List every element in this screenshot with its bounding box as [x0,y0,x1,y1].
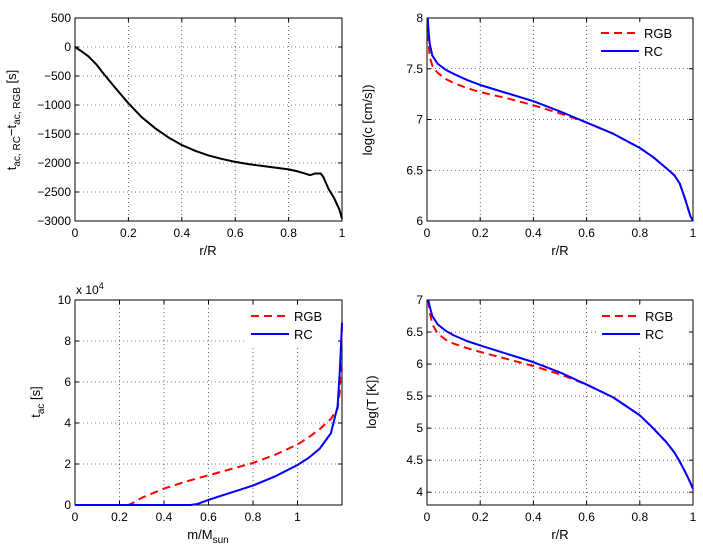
y-tick-label: 6.5 [406,325,423,339]
y-tick-label: 6 [416,357,423,371]
x-tick-label: 1 [690,510,697,524]
y-tick-label: 4 [416,485,423,499]
x-tick-label: 1 [690,226,697,240]
y-tick-label: 500 [51,11,71,25]
x-tick-label: 0.4 [156,510,173,524]
series-line-difference [74,46,343,219]
y-tick-label: 6 [64,375,71,389]
y-tick-label: 4.5 [406,453,423,467]
y-tick-label: −1500 [37,127,71,141]
plot-frame [74,17,343,222]
x-tick-label: 0 [424,226,431,240]
y-tick-label: 6 [416,214,423,228]
series-line-rc [75,322,343,506]
x-tick-label: 0.8 [631,226,648,240]
x-axis-label: r/R [551,527,568,542]
legend-label-rc: RC [644,44,663,59]
x-tick-label: 0.8 [280,226,297,240]
y-tick-label: 7 [416,113,423,127]
x-axis-label: r/R [199,243,216,258]
x-axis-label: r/R [551,243,568,258]
y-tick-label: 7.5 [406,62,423,76]
y-scale-factor: x 104 [76,281,104,297]
x-tick-label: 0.8 [245,510,262,524]
x-tick-label: 0 [72,510,79,524]
series-line-rc [426,17,694,222]
y-tick-label: 8 [64,334,71,348]
legend-label-rgb: RGB [644,26,672,41]
x-tick-label: 0.4 [525,226,542,240]
x-tick-label: 0.2 [472,226,489,240]
x-tick-label: 0.2 [472,510,489,524]
x-tick-label: 1 [294,510,301,524]
x-tick-label: 0.6 [200,510,217,524]
y-tick-label: 2 [64,457,71,471]
x-tick-label: 0.4 [525,510,542,524]
panel-top-right: 0 0.2 0.4 0.6 0.8 1 6 6.5 7 7.5 8 r/R log(c [cm/s]… [360,11,697,258]
x-tick-label: 1 [339,226,346,240]
y-axis-label: log(c [cm/s]) [360,85,375,156]
legend: RGB RC [597,305,689,345]
panel-bottom-right: 0 0.2 0.4 0.6 0.8 1 4 4.5 5 5.5 6 6.5 7 r/R log(T [K… [364,293,697,542]
series-line-rgb [75,324,343,506]
legend-label-rc: RC [294,327,313,342]
y-tick-label: −3000 [37,214,71,228]
legend-label-rgb: RGB [294,309,322,324]
series-line-rc [427,299,694,490]
y-axis-label: tac, RC−tac, RGB [s] [4,70,23,171]
legend-label-rc: RC [645,327,664,342]
y-tick-label: −1000 [37,98,71,112]
y-axis-label: log(T [K]) [364,375,379,428]
legend: RGB RC [246,305,338,345]
y-tick-label: 4 [64,416,71,430]
y-tick-label: 0 [64,498,71,512]
legend-box [597,305,689,345]
legend-label-rgb: RGB [645,309,673,324]
legend-box [595,22,689,62]
x-tick-label: 0.6 [227,226,244,240]
y-tick-label: −2000 [37,156,71,170]
panel-top-left: 0 0.2 0.4 0.6 0.8 1 −3000 −2500 −2000 −1500 −1000 −… [4,11,346,258]
x-tick-label: 0.2 [120,226,137,240]
x-axis-label: m/Msun [187,527,228,546]
x-tick-label: 0.6 [578,226,595,240]
y-tick-label: 8 [416,11,423,25]
x-tick-label: 0.4 [173,226,190,240]
y-tick-label: 10 [58,293,72,307]
y-tick-label: 5 [416,421,423,435]
x-tick-label: 0 [72,226,79,240]
series-line-rgb [426,20,694,222]
y-tick-label: 5.5 [406,389,423,403]
x-tick-label: 0 [424,510,431,524]
y-tick-label: 6.5 [406,163,423,177]
x-tick-label: 0.2 [111,510,128,524]
y-tick-label: −500 [44,69,71,83]
x-tick-label: 0.8 [631,510,648,524]
y-tick-label: 0 [64,40,71,54]
y-axis-label: tac [s] [28,386,47,418]
x-tick-label: 0.6 [578,510,595,524]
legend-box [246,305,338,345]
y-tick-label: −2500 [37,185,71,199]
y-tick-label: 7 [416,293,423,307]
legend: RGB RC [595,22,689,62]
